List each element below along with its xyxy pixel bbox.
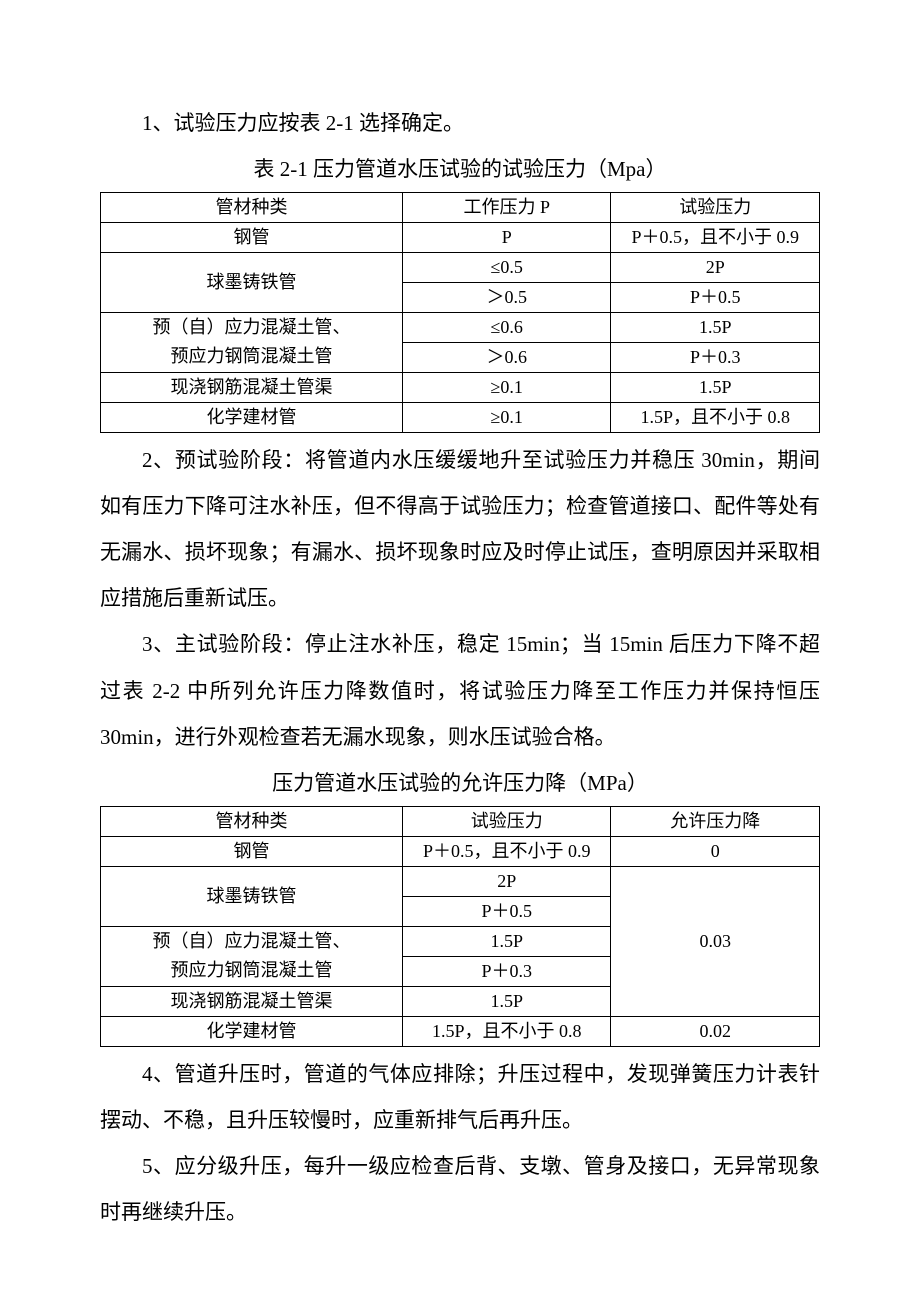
table-cell: P＋0.3: [611, 342, 820, 372]
table-cell: 1.5P: [402, 926, 611, 956]
table-header-cell: 管材种类: [101, 192, 403, 222]
table-cell: 1.5P: [402, 986, 611, 1016]
table-row: 钢管 P＋0.5，且不小于 0.9 0: [101, 836, 820, 866]
table-header-cell: 允许压力降: [611, 806, 820, 836]
paragraph-3: 3、主试验阶段：停止注水补压，稳定 15min；当 15min 后压力下降不超过…: [100, 621, 820, 760]
table-cell: 0.03: [611, 866, 820, 1016]
table-cell: ≤0.6: [402, 312, 611, 342]
paragraph-1: 1、试验压力应按表 2-1 选择确定。: [100, 100, 820, 146]
table-cell: 1.5P，且不小于 0.8: [402, 1016, 611, 1046]
table-cell: ＞0.5: [402, 282, 611, 312]
table-row: 化学建材管 1.5P，且不小于 0.8 0.02: [101, 1016, 820, 1046]
table-cell: ≤0.5: [402, 252, 611, 282]
table-header-cell: 工作压力 P: [402, 192, 611, 222]
table-cell: 0.02: [611, 1016, 820, 1046]
table-header-cell: 试验压力: [611, 192, 820, 222]
table-row: 预应力钢筒混凝土管 ＞0.6 P＋0.3: [101, 342, 820, 372]
table-cell: P＋0.5，且不小于 0.9: [402, 836, 611, 866]
table-cell: 球墨铸铁管: [101, 866, 403, 926]
table-cell: 1.5P，且不小于 0.8: [611, 402, 820, 432]
table-row: 现浇钢筋混凝土管渠 ≥0.1 1.5P: [101, 372, 820, 402]
table-row: 化学建材管 ≥0.1 1.5P，且不小于 0.8: [101, 402, 820, 432]
table-cell: P＋0.5: [402, 896, 611, 926]
table-cell: 预应力钢筒混凝土管: [101, 956, 403, 986]
table-cell: 钢管: [101, 836, 403, 866]
table-row: 球墨铸铁管 2P 0.03: [101, 866, 820, 896]
table-cell: 现浇钢筋混凝土管渠: [101, 372, 403, 402]
paragraph-5: 5、应分级升压，每升一级应检查后背、支墩、管身及接口，无异常现象时再继续升压。: [100, 1143, 820, 1235]
table-cell: 1.5P: [611, 372, 820, 402]
paragraph-2: 2、预试验阶段：将管道内水压缓缓地升至试验压力并稳压 30min，期间如有压力下…: [100, 437, 820, 622]
table-cell: 预（自）应力混凝土管、: [101, 926, 403, 956]
table-row: 预（自）应力混凝土管、 ≤0.6 1.5P: [101, 312, 820, 342]
table-2-caption: 压力管道水压试验的允许压力降（MPa）: [100, 768, 820, 800]
table-2: 管材种类 试验压力 允许压力降 钢管 P＋0.5，且不小于 0.9 0 球墨铸铁…: [100, 806, 820, 1047]
table-cell: ≥0.1: [402, 372, 611, 402]
table-row: 管材种类 试验压力 允许压力降: [101, 806, 820, 836]
table-row: 钢管 P P＋0.5，且不小于 0.9: [101, 222, 820, 252]
table-cell: 预（自）应力混凝土管、: [101, 312, 403, 342]
table-cell: 2P: [402, 866, 611, 896]
table-cell: P＋0.3: [402, 956, 611, 986]
table-1: 管材种类 工作压力 P 试验压力 钢管 P P＋0.5，且不小于 0.9 球墨铸…: [100, 192, 820, 433]
table-cell: ＞0.6: [402, 342, 611, 372]
table-cell: P＋0.5，且不小于 0.9: [611, 222, 820, 252]
table-cell: 预应力钢筒混凝土管: [101, 342, 403, 372]
table-cell: 化学建材管: [101, 1016, 403, 1046]
table-row: 管材种类 工作压力 P 试验压力: [101, 192, 820, 222]
table-header-cell: 试验压力: [402, 806, 611, 836]
table-row: 球墨铸铁管 ≤0.5 2P: [101, 252, 820, 282]
table-cell: 1.5P: [611, 312, 820, 342]
table-cell: P: [402, 222, 611, 252]
table-cell: 现浇钢筋混凝土管渠: [101, 986, 403, 1016]
table-1-caption: 表 2-1 压力管道水压试验的试验压力（Mpa）: [100, 154, 820, 186]
table-cell: ≥0.1: [402, 402, 611, 432]
table-cell: 球墨铸铁管: [101, 252, 403, 312]
paragraph-4: 4、管道升压时，管道的气体应排除；升压过程中，发现弹簧压力计表针摆动、不稳，且升…: [100, 1051, 820, 1143]
table-cell: 0: [611, 836, 820, 866]
table-cell: 化学建材管: [101, 402, 403, 432]
table-cell: 钢管: [101, 222, 403, 252]
table-cell: 2P: [611, 252, 820, 282]
table-header-cell: 管材种类: [101, 806, 403, 836]
table-cell: P＋0.5: [611, 282, 820, 312]
